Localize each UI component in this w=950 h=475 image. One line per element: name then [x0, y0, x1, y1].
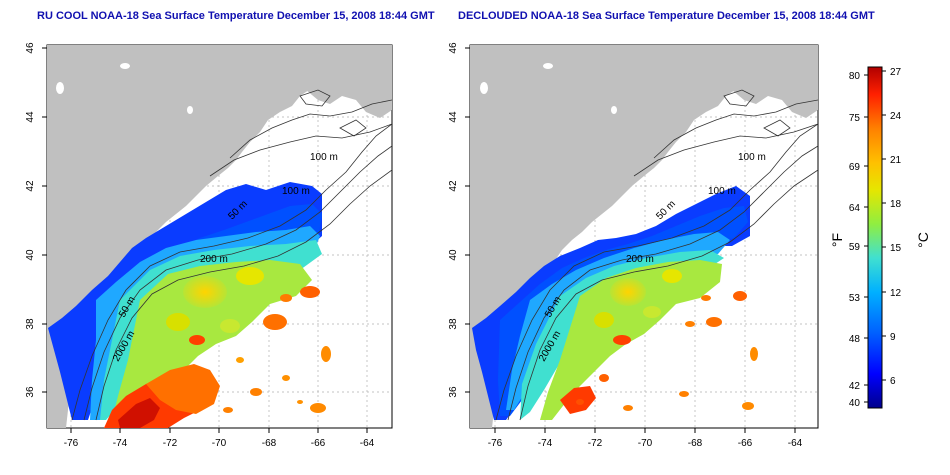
colorbar-f-tick: 59 [849, 242, 861, 253]
left-y-tick: 40 [25, 249, 36, 261]
colorbar: 80 75 69 64 59 53 48 42 40 27 24 21 18 1… [829, 66, 931, 409]
right-map-panel: 100 m 100 m 50 m 200 m 50 m 2000 m -76 -… [448, 42, 819, 449]
colorbar-f-tick: 42 [849, 381, 861, 392]
left-x-tick: -74 [113, 438, 128, 449]
colorbar-c-tick: 15 [890, 243, 902, 254]
left-y-tick: 42 [25, 180, 36, 192]
left-panel-title: RU COOL NOAA-18 Sea Surface Temperature … [37, 10, 435, 22]
left-x-tick: -72 [163, 438, 178, 449]
right-y-tick: 46 [448, 42, 459, 54]
left-x-tick: -70 [212, 438, 227, 449]
left-x-tick: -68 [262, 438, 277, 449]
right-land-mass [470, 45, 818, 428]
right-bathymetry-contours [495, 89, 818, 421]
colorbar-c-tick: 27 [890, 67, 902, 78]
colorbar-c-tick: 6 [890, 376, 896, 387]
left-sst-field [48, 182, 331, 428]
right-sst-field [472, 186, 758, 420]
colorbar-c-tick: 21 [890, 155, 902, 166]
left-y-tick: 44 [25, 111, 36, 123]
right-y-tick: 36 [448, 386, 459, 398]
right-x-tick: -64 [788, 438, 803, 449]
left-y-tick: 38 [25, 318, 36, 330]
right-y-tick: 38 [448, 318, 459, 330]
left-contour-label: 200 m [200, 254, 228, 265]
left-y-tick: 46 [25, 42, 36, 54]
left-contour-label: 100 m [310, 152, 338, 163]
right-panel-title: DECLOUDED NOAA-18 Sea Surface Temperatur… [458, 10, 875, 22]
left-bathymetry-contours [71, 89, 392, 421]
colorbar-f-tick: 48 [849, 334, 861, 345]
colorbar-c-tick: 18 [890, 199, 902, 210]
left-y-tick: 36 [25, 386, 36, 398]
colorbar-c-tick: 9 [890, 332, 896, 343]
right-y-tick: 42 [448, 180, 459, 192]
right-contour-label: 200 m [626, 254, 654, 265]
colorbar-c-tick: 24 [890, 111, 902, 122]
colorbar-f-tick: 53 [849, 293, 861, 304]
left-x-tick: -76 [64, 438, 79, 449]
right-x-tick: -68 [688, 438, 703, 449]
right-contour-label: 100 m [708, 186, 736, 197]
right-x-tick: -66 [738, 438, 753, 449]
left-contour-label: 100 m [282, 186, 310, 197]
colorbar-celsius-label: °C [915, 232, 931, 248]
right-x-tick: -72 [588, 438, 603, 449]
colorbar-c-tick: 12 [890, 288, 902, 299]
colorbar-f-tick: 80 [849, 71, 861, 82]
colorbar-fahrenheit-label: °F [829, 233, 845, 247]
right-contour-label: 100 m [738, 152, 766, 163]
colorbar-f-tick: 75 [849, 113, 861, 124]
left-x-tick: -66 [311, 438, 326, 449]
right-y-tick: 44 [448, 111, 459, 123]
colorbar-f-tick: 64 [849, 203, 861, 214]
left-x-tick: -64 [360, 438, 375, 449]
colorbar-f-tick: 69 [849, 162, 861, 173]
right-y-tick: 40 [448, 249, 459, 261]
right-x-tick: -76 [488, 438, 503, 449]
left-map-panel: 100 m 100 m 50 m 200 m 50 m 2000 m -76 -… [25, 42, 393, 449]
colorbar-gradient [867, 66, 883, 409]
colorbar-f-tick: 40 [849, 398, 861, 409]
left-land-mass [47, 45, 392, 428]
right-x-tick: -70 [638, 438, 653, 449]
right-x-tick: -74 [538, 438, 553, 449]
